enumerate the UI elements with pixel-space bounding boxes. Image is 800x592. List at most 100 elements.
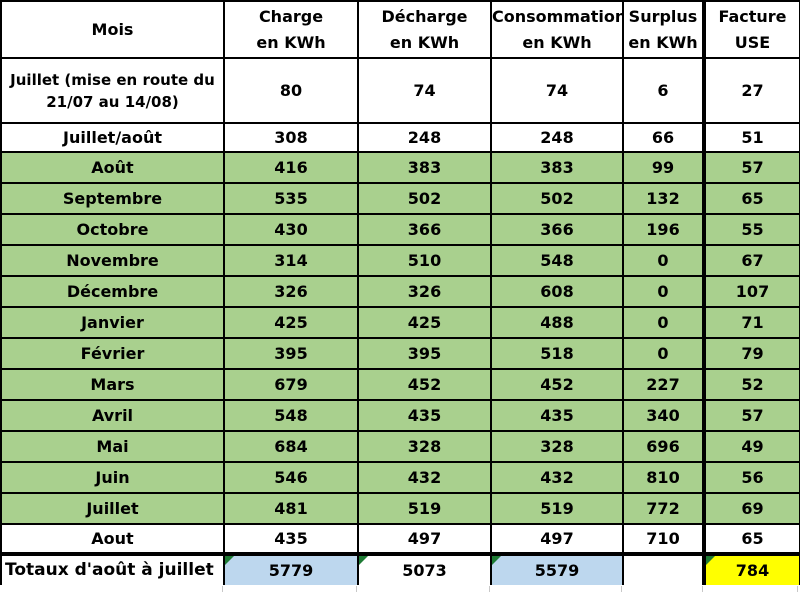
gridline-stub bbox=[621, 586, 622, 592]
header-row: Mois Charge en KWh Décharge en KWh Conso… bbox=[0, 0, 800, 59]
row-janvier: Janvier 425 425 488 0 71 bbox=[0, 306, 800, 339]
cell-consommation: 435 bbox=[490, 399, 624, 432]
cell-consommation: 548 bbox=[490, 244, 624, 277]
cell-surplus: 6 bbox=[622, 57, 705, 124]
cell-consommation: 383 bbox=[490, 151, 624, 184]
cell-facture: 67 bbox=[702, 244, 800, 277]
cell-charge: 548 bbox=[223, 399, 359, 432]
cell-charge: 546 bbox=[223, 461, 359, 494]
cell-facture: 57 bbox=[702, 151, 800, 184]
row-juillet-startup: Juillet (mise en route du 21/07 au 14/08… bbox=[0, 57, 800, 124]
cell-consommation: 452 bbox=[490, 368, 624, 401]
row-mars: Mars 679 452 452 227 52 bbox=[0, 368, 800, 401]
cell-facture: 57 bbox=[702, 399, 800, 432]
cell-mois: Mars bbox=[0, 368, 225, 401]
cell-mois: Octobre bbox=[0, 213, 225, 246]
col-header-mois: Mois bbox=[0, 0, 225, 59]
cell-surplus: 99 bbox=[622, 151, 705, 184]
cell-consommation: 248 bbox=[490, 122, 624, 153]
cell-consommation: 502 bbox=[490, 182, 624, 215]
col-header-surplus: Surplus en KWh bbox=[622, 0, 705, 59]
header-label: Facture bbox=[718, 6, 787, 26]
cell-charge: 314 bbox=[223, 244, 359, 277]
cell-decharge: 502 bbox=[357, 182, 492, 215]
cell-consommation: 432 bbox=[490, 461, 624, 494]
cell-facture: 79 bbox=[702, 337, 800, 370]
mois-line-1: Juillet (mise en route du bbox=[10, 70, 215, 89]
totals-facture: 784 bbox=[702, 552, 800, 588]
cell-decharge: 366 bbox=[357, 213, 492, 246]
cell-consommation: 518 bbox=[490, 337, 624, 370]
row-avril: Avril 548 435 435 340 57 bbox=[0, 399, 800, 432]
cell-charge: 535 bbox=[223, 182, 359, 215]
cell-mois: Juillet/août bbox=[0, 122, 225, 153]
cell-mois: Janvier bbox=[0, 306, 225, 339]
header-unit: en KWh bbox=[256, 32, 326, 52]
cell-decharge: 326 bbox=[357, 275, 492, 308]
cell-surplus: 810 bbox=[622, 461, 705, 494]
cell-decharge: 519 bbox=[357, 492, 492, 525]
cell-decharge: 328 bbox=[357, 430, 492, 463]
header-label: Décharge bbox=[381, 6, 468, 26]
cell-decharge: 248 bbox=[357, 122, 492, 153]
totals-facture-value: 784 bbox=[735, 560, 770, 580]
cell-facture: 65 bbox=[702, 182, 800, 215]
col-header-decharge: Décharge en KWh bbox=[357, 0, 492, 59]
header-label: Consommation bbox=[492, 6, 623, 26]
header-unit: en KWh bbox=[389, 32, 460, 52]
header-unit: USE bbox=[734, 32, 771, 52]
cell-decharge: 425 bbox=[357, 306, 492, 339]
row-juin: Juin 546 432 432 810 56 bbox=[0, 461, 800, 494]
cell-surplus: 772 bbox=[622, 492, 705, 525]
cell-consommation: 497 bbox=[490, 523, 624, 555]
cell-consommation: 488 bbox=[490, 306, 624, 339]
totals-decharge-value: 5073 bbox=[402, 560, 447, 580]
row-aout-2015: Aout 435 497 497 710 65 bbox=[0, 523, 800, 555]
gridline-stub bbox=[797, 586, 798, 592]
cell-mois: Juillet (mise en route du 21/07 au 14/08… bbox=[0, 57, 225, 124]
cell-surplus: 227 bbox=[622, 368, 705, 401]
cell-surplus: 0 bbox=[622, 244, 705, 277]
cell-charge: 425 bbox=[223, 306, 359, 339]
cell-consommation: 328 bbox=[490, 430, 624, 463]
row-mai: Mai 684 328 328 696 49 bbox=[0, 430, 800, 463]
cell-decharge: 497 bbox=[357, 523, 492, 555]
cell-decharge: 435 bbox=[357, 399, 492, 432]
cell-facture: 69 bbox=[702, 492, 800, 525]
totals-decharge: 5073 bbox=[357, 552, 492, 588]
header-unit: en KWh bbox=[628, 32, 698, 52]
row-aout-2014: Août 416 383 383 99 57 bbox=[0, 151, 800, 184]
totals-surplus bbox=[622, 552, 705, 588]
gridline-stub bbox=[356, 586, 357, 592]
cell-surplus: 0 bbox=[622, 306, 705, 339]
mois-line-2: 21/07 au 14/08) bbox=[46, 92, 179, 111]
gridline-stub bbox=[222, 586, 223, 592]
cell-decharge: 74 bbox=[357, 57, 492, 124]
row-fevrier: Février 395 395 518 0 79 bbox=[0, 337, 800, 370]
cell-charge: 395 bbox=[223, 337, 359, 370]
error-triangle-icon bbox=[708, 558, 715, 565]
cell-surplus: 710 bbox=[622, 523, 705, 555]
totals-consommation-value: 5579 bbox=[534, 560, 580, 580]
cell-charge: 80 bbox=[223, 57, 359, 124]
cell-decharge: 395 bbox=[357, 337, 492, 370]
totals-consommation: 5579 bbox=[490, 552, 624, 588]
cell-mois: Décembre bbox=[0, 275, 225, 308]
cell-consommation: 519 bbox=[490, 492, 624, 525]
row-decembre: Décembre 326 326 608 0 107 bbox=[0, 275, 800, 308]
cell-mois: Mai bbox=[0, 430, 225, 463]
totals-charge: 5779 bbox=[223, 552, 359, 588]
row-septembre: Septembre 535 502 502 132 65 bbox=[0, 182, 800, 215]
totals-charge-value: 5779 bbox=[268, 560, 314, 580]
cell-surplus: 0 bbox=[622, 337, 705, 370]
cell-consommation: 74 bbox=[490, 57, 624, 124]
row-octobre: Octobre 430 366 366 196 55 bbox=[0, 213, 800, 246]
cell-surplus: 340 bbox=[622, 399, 705, 432]
cell-surplus: 66 bbox=[622, 122, 705, 153]
cell-charge: 308 bbox=[223, 122, 359, 153]
cell-charge: 679 bbox=[223, 368, 359, 401]
row-juillet-aout: Juillet/août 308 248 248 66 51 bbox=[0, 122, 800, 153]
cell-charge: 481 bbox=[223, 492, 359, 525]
cell-facture: 55 bbox=[702, 213, 800, 246]
